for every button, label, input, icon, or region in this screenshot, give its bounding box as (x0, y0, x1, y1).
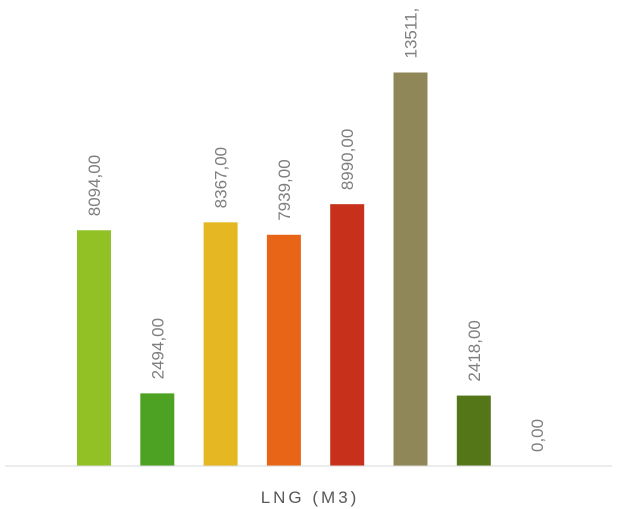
data-label-8: 0,00 (528, 419, 547, 452)
bar-1 (77, 230, 111, 466)
bar-4 (266, 234, 301, 466)
data-label-2: 2494,00 (148, 318, 167, 379)
bar-7 (456, 395, 491, 466)
x-axis-title: LNG (M3) (261, 488, 360, 507)
bar-5 (330, 204, 365, 466)
bar-2 (140, 393, 175, 466)
data-label-6: 13511, (402, 8, 421, 59)
bar-6 (393, 72, 428, 466)
bar-3 (203, 222, 238, 466)
data-label-5: 8990,00 (338, 129, 357, 190)
data-label-4: 7939,00 (275, 159, 294, 220)
data-label-7: 2418,00 (465, 320, 484, 381)
bars-group (77, 72, 491, 466)
data-label-1: 8094,00 (85, 155, 104, 216)
data-label-3: 8367,00 (212, 147, 231, 208)
data-labels-group: 8094,00 2494,00 8367,00 7939,00 8990,00 13511… (85, 8, 547, 452)
